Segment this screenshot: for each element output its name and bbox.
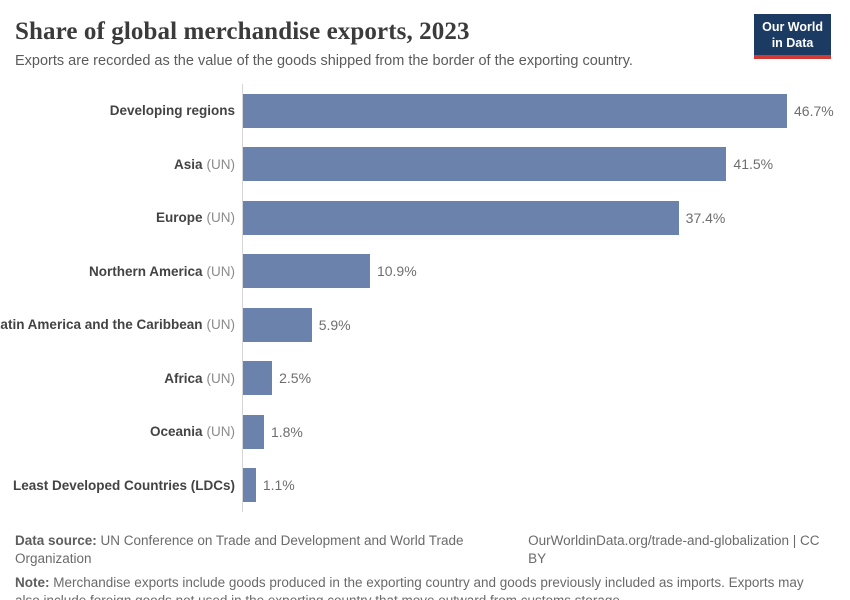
owid-url-link[interactable]: OurWorldinData.org/trade-and-globalizati…	[528, 533, 820, 566]
bar[interactable]	[243, 254, 370, 289]
bar-area: 46.7%	[242, 84, 850, 138]
bar-area: 41.5%	[242, 137, 850, 191]
value-label: 10.9%	[376, 263, 417, 280]
value-label: 2.5%	[279, 370, 312, 387]
bar-row: Developing regions 46.7%	[10, 84, 850, 138]
data-source-label: Data source:	[15, 533, 97, 548]
category-suffix: (UN)	[206, 370, 236, 386]
bar-row: Latin America and the Caribbean (UN) 5.9%	[0, 298, 850, 352]
bar[interactable]	[243, 361, 273, 396]
chart-footer: Data source: UN Conference on Trade and …	[0, 532, 850, 600]
bar[interactable]	[243, 200, 679, 235]
bar-area: 5.9%	[242, 298, 850, 352]
data-source-text: Data source: UN Conference on Trade and …	[15, 532, 528, 568]
bar-row: Least Developed Countries (LDCs) 1.1%	[10, 458, 850, 512]
bar[interactable]	[243, 468, 256, 503]
bar[interactable]	[243, 93, 787, 128]
note-text: Note: Merchandise exports include goods …	[15, 574, 832, 600]
value-label: 1.1%	[262, 477, 295, 494]
category-label: Asia (UN)	[10, 138, 242, 192]
category-suffix: (UN)	[206, 156, 236, 172]
bar-chart: Developing regions 46.7% Asia (UN) 41.5% Euro…	[0, 84, 850, 512]
bar-row: Europe (UN) 37.4%	[10, 191, 850, 245]
chart-subtitle: Exports are recorded as the value of the…	[15, 53, 633, 69]
category-name: Africa	[164, 370, 203, 386]
category-label: Developing regions	[109, 103, 235, 119]
bar-row: Oceania (UN) 1.8%	[10, 405, 850, 459]
bar-area: 2.5%	[242, 351, 850, 405]
category-name: Europe	[155, 210, 203, 226]
value-label: 5.9%	[318, 316, 351, 333]
value-label: 41.5%	[733, 156, 774, 173]
category-name: Oceania	[149, 424, 203, 440]
value-label: 37.4%	[685, 209, 726, 226]
category-name: Latin America and the Caribbean	[0, 317, 203, 333]
bar-row: Asia (UN) 41.5%	[10, 137, 850, 192]
category-suffix: (UN)	[206, 424, 236, 440]
bar[interactable]	[243, 147, 727, 182]
category-label: Europe (UN)	[10, 191, 242, 245]
chart-header: Share of global merchandise exports, 202…	[0, 0, 850, 69]
owid-logo[interactable]: Our World in Data	[754, 14, 831, 59]
data-source-row: Data source: UN Conference on Trade and …	[15, 532, 832, 568]
bar-area: 1.8%	[242, 405, 850, 459]
bar-area: 37.4%	[242, 191, 850, 245]
category-name: Northern America	[88, 263, 203, 279]
chart-title: Share of global merchandise exports, 202…	[15, 18, 470, 45]
bar-row: Northern America (UN) 10.9%	[10, 244, 850, 299]
value-label: 46.7%	[794, 102, 834, 119]
category-label: Least Developed Countries (LDCs)	[12, 477, 235, 493]
bar-area: 1.1%	[242, 458, 850, 512]
bar-row: Africa (UN) 2.5%	[10, 351, 850, 406]
category-label: Northern America (UN)	[10, 245, 242, 299]
category-label: Africa (UN)	[10, 352, 242, 406]
bar[interactable]	[243, 414, 264, 449]
category-name: Asia	[173, 156, 203, 172]
value-label: 1.8%	[270, 423, 303, 440]
category-suffix: (UN)	[206, 263, 236, 279]
note-value: Merchandise exports include goods produc…	[15, 575, 804, 600]
bar-area: 10.9%	[242, 244, 850, 298]
category-label: Latin America and the Caribbean (UN)	[0, 298, 242, 352]
category-suffix: (UN)	[206, 317, 236, 333]
category-label: Oceania (UN)	[10, 405, 242, 459]
owid-logo-line1: Our World	[762, 20, 823, 34]
bar[interactable]	[243, 307, 312, 342]
category-suffix: (UN)	[206, 210, 236, 226]
note-label: Note:	[15, 575, 50, 590]
data-source-value: UN Conference on Trade and Development a…	[15, 533, 464, 566]
owid-logo-line2: in Data	[771, 36, 814, 51]
